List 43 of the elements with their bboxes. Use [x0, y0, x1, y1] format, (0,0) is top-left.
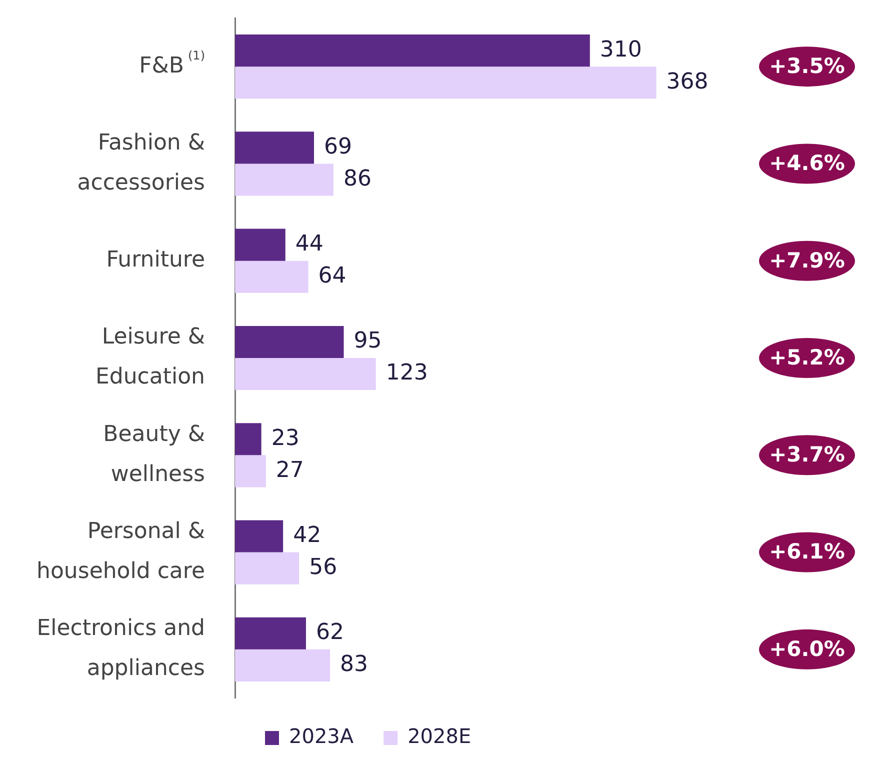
- y-tick-label: Furniture: [106, 248, 206, 273]
- data-label: 310: [600, 37, 642, 62]
- legend-label: 2028E: [408, 724, 472, 748]
- data-label: 56: [309, 555, 338, 580]
- data-label: 83: [340, 652, 368, 678]
- data-label: 44: [295, 232, 324, 257]
- bar: [235, 649, 330, 682]
- text: +4.6%: [769, 151, 845, 176]
- text: +3.7%: [769, 442, 845, 467]
- y-tick-label: Beauty & wellness: [103, 422, 206, 487]
- bar: [235, 326, 344, 358]
- bar: [235, 228, 286, 261]
- text: +7.9%: [769, 248, 845, 272]
- data-label: 62: [316, 620, 344, 646]
- y-tick-label: Leisure & Education: [95, 324, 206, 390]
- text: +3.5%: [769, 54, 845, 78]
- data-label: 123: [386, 360, 428, 386]
- data-label: 368: [666, 69, 708, 94]
- data-label: 42: [293, 522, 322, 548]
- data-label: 27: [276, 458, 304, 483]
- bar: [235, 520, 284, 552]
- data-label: 95: [354, 328, 382, 354]
- data-label: 69: [324, 134, 352, 160]
- bar: [235, 34, 590, 67]
- bar: [235, 66, 656, 99]
- data-label: 86: [343, 166, 372, 192]
- bar: [235, 617, 306, 650]
- text: +5.2%: [769, 345, 845, 370]
- bar: [235, 552, 300, 584]
- y-tick-label: Electronics and appliances: [36, 616, 206, 682]
- bar: [235, 164, 334, 196]
- text: +6.1%: [769, 540, 845, 564]
- bar: [235, 132, 314, 164]
- legend-label: 2023A: [289, 724, 354, 748]
- data-label: 23: [271, 426, 300, 451]
- bar: [235, 423, 262, 456]
- bar: [235, 455, 266, 488]
- bar: [235, 358, 376, 390]
- data-label: 64: [318, 264, 346, 289]
- text: +6.0%: [769, 636, 845, 661]
- y-tick-label: Fashion & accessories: [77, 130, 206, 196]
- y-tick-label: Personal & household care: [36, 519, 206, 584]
- bar: [235, 260, 308, 293]
